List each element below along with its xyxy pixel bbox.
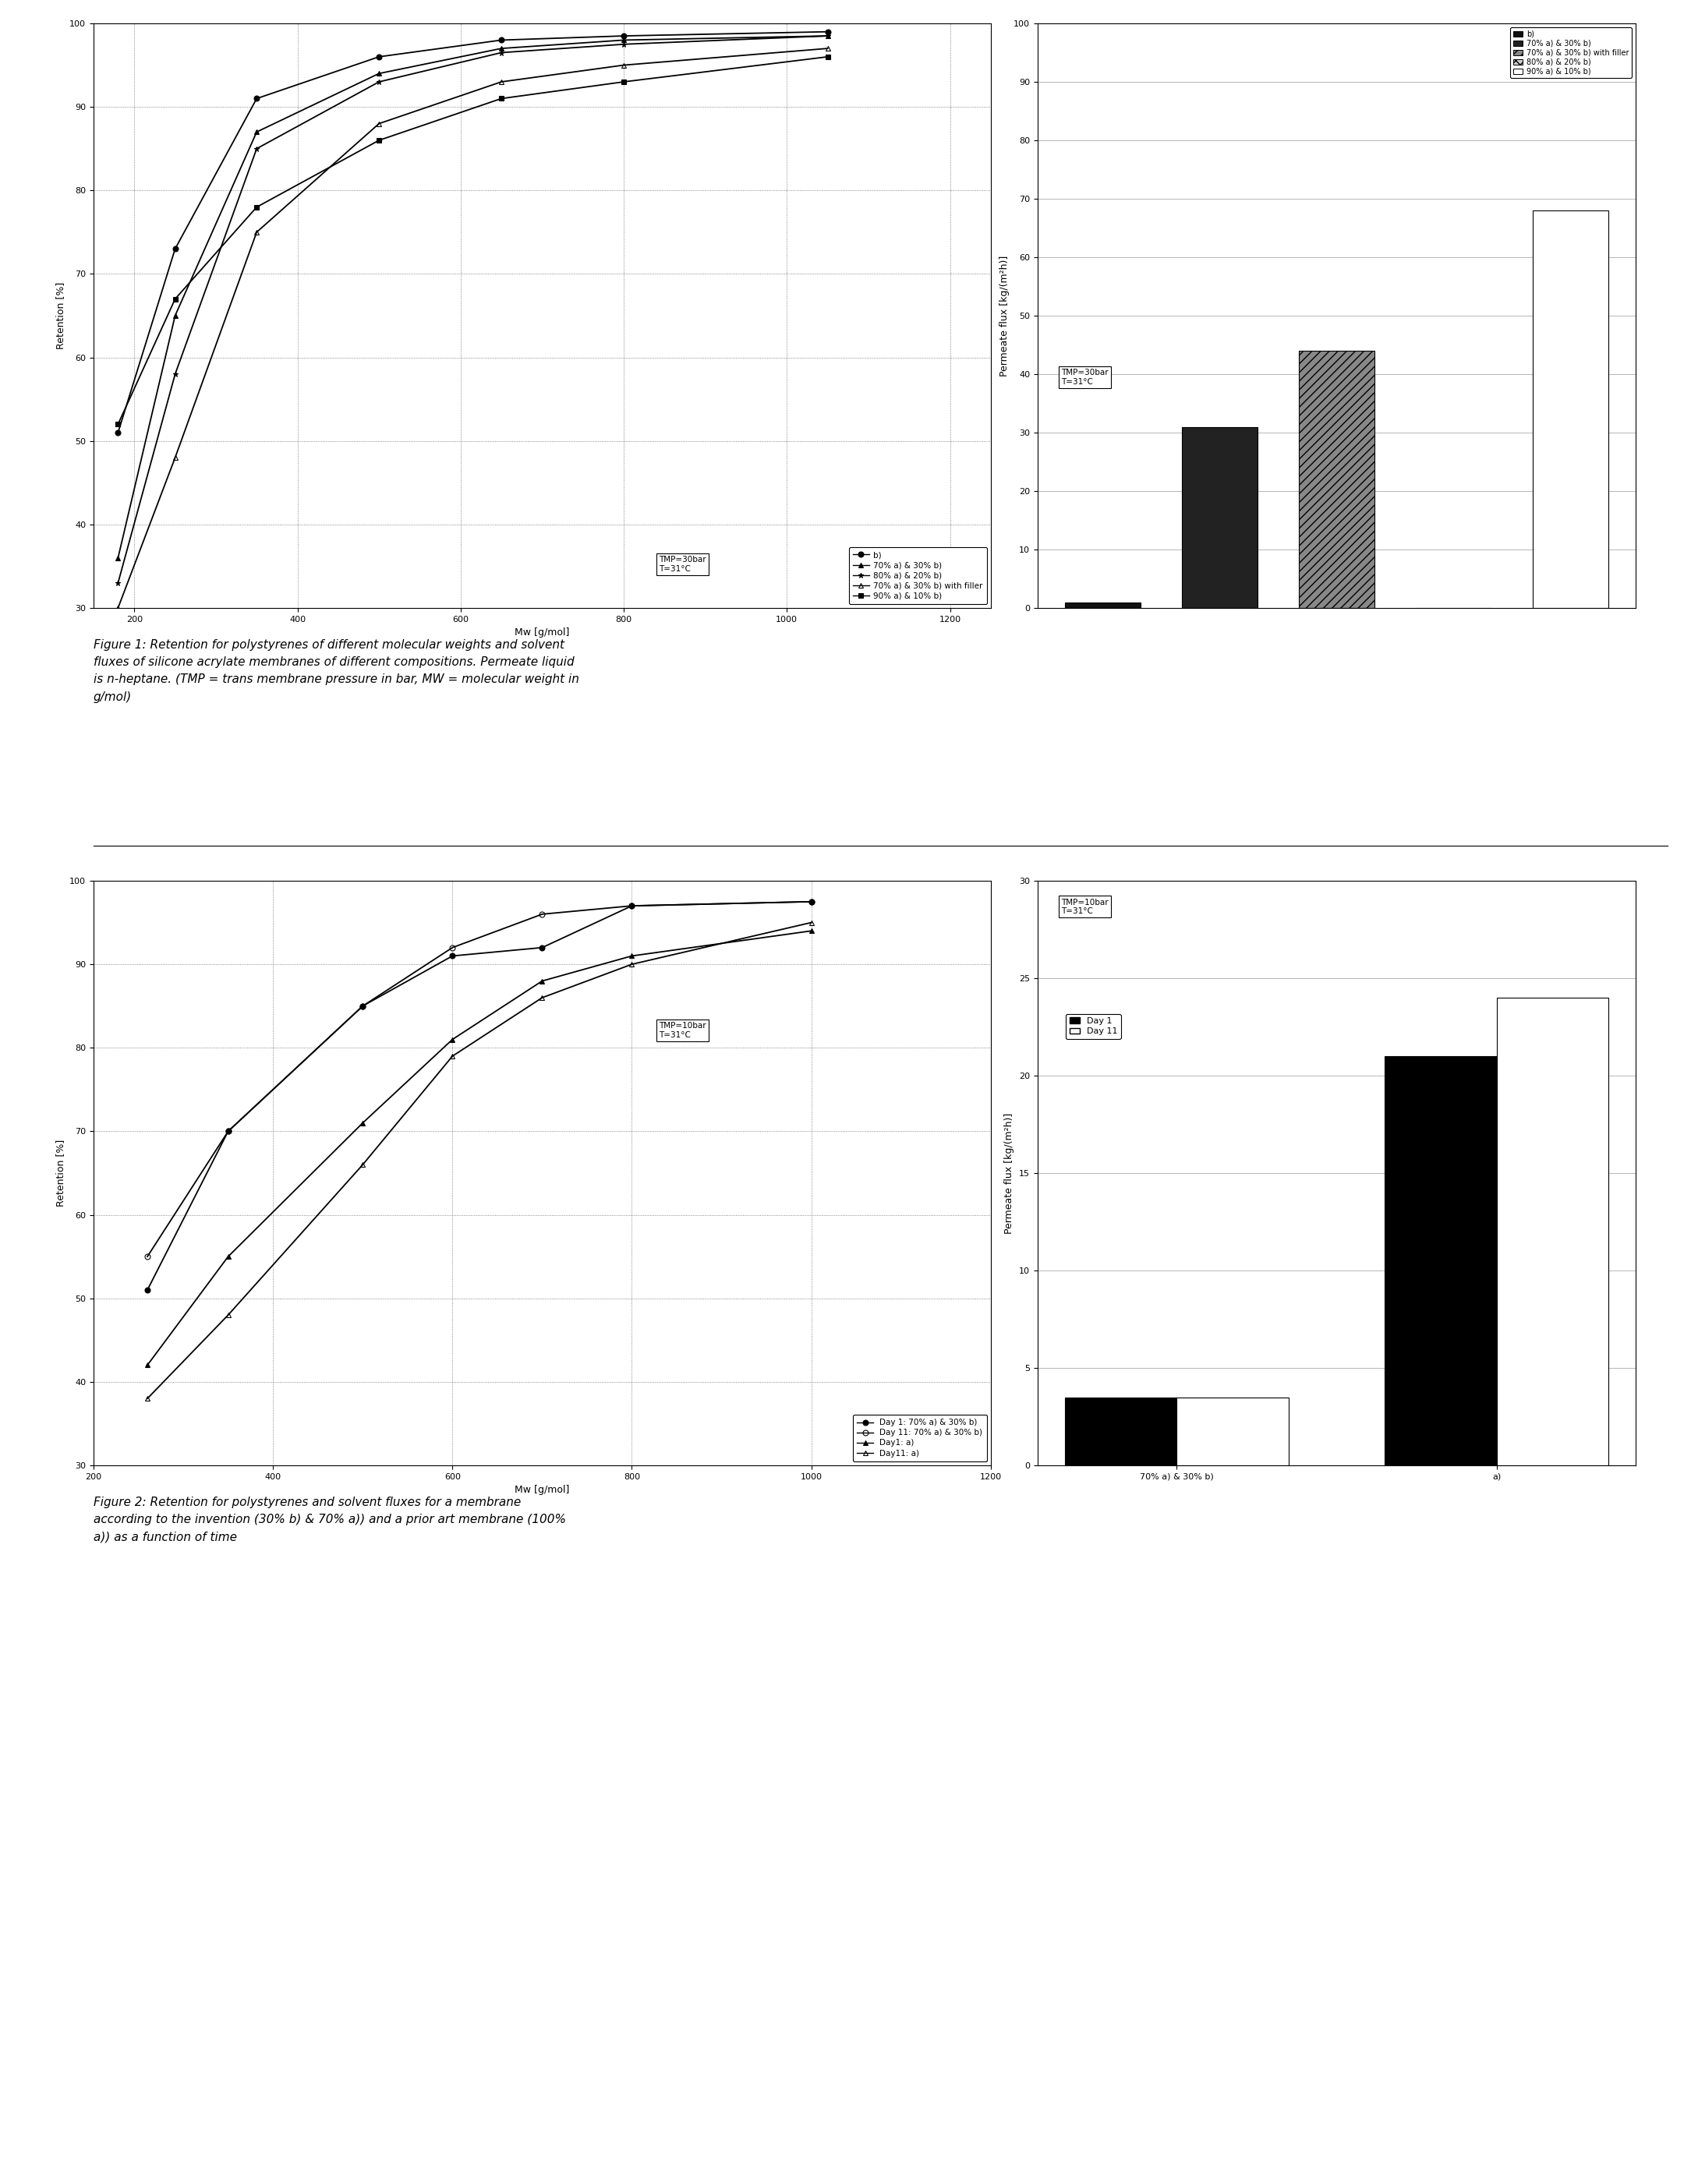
Day11: a): (260, 38): a): (260, 38) [137, 1385, 157, 1411]
b) [490, 26, 511, 52]
Day 1: 70% a) & 30% b): (800, 97): 70% a) & 30% b): (800, 97) [622, 893, 643, 919]
70% a) & 30% b) [817, 22, 837, 48]
Text: TMP=30bar
T=31°C: TMP=30bar T=31°C [1062, 369, 1109, 387]
Day 1: 70% a) & 30% b): (700, 92): 70% a) & 30% b): (700, 92) [533, 935, 553, 961]
Day 11: 70% a) & 30% b): (350, 70): 70% a) & 30% b): (350, 70) [218, 1118, 238, 1144]
b) [108, 419, 129, 446]
90% a) & 10% b) [166, 286, 186, 312]
Bar [1177, 1398, 1289, 1465]
Bar [1497, 998, 1608, 1465]
Bar [1182, 426, 1258, 607]
Day11: a): (800, 90): a): (800, 90) [622, 952, 643, 978]
Day1: a): (350, 55): a): (350, 55) [218, 1243, 238, 1269]
70% a) & 30% b) [369, 61, 389, 87]
Day 1: 70% a) & 30% b): (1e+03, 97.5): 70% a) & 30% b): (1e+03, 97.5) [802, 889, 822, 915]
70% a) & 30% b) with filler [108, 594, 129, 620]
Line: 90% a) & 10% b): 90% a) & 10% b) [115, 55, 830, 426]
Day 11: 70% a) & 30% b): (1e+03, 97.5): 70% a) & 30% b): (1e+03, 97.5) [802, 889, 822, 915]
70% a) & 30% b) [490, 35, 511, 61]
Line: 70% a) & 30% b) with filler: 70% a) & 30% b) with filler [115, 46, 830, 612]
Day1: a): (700, 88): a): (700, 88) [533, 968, 553, 994]
Day1: a): (800, 91): a): (800, 91) [622, 943, 643, 970]
b) [166, 236, 186, 262]
b) [247, 85, 267, 111]
Bar [1385, 1057, 1497, 1465]
Y-axis label: Permeate flux [kg/(m²h)]: Permeate flux [kg/(m²h)] [999, 256, 1010, 376]
70% a) & 30% b) with filler [369, 111, 389, 138]
Day 11: 70% a) & 30% b): (260, 55): 70% a) & 30% b): (260, 55) [137, 1243, 157, 1269]
70% a) & 30% b) [166, 304, 186, 330]
70% a) & 30% b) with filler [247, 218, 267, 245]
80% a) & 20% b) [817, 22, 837, 48]
70% a) & 30% b) with filler [490, 68, 511, 94]
Bar [1065, 1398, 1177, 1465]
Day11: a): (350, 48): a): (350, 48) [218, 1302, 238, 1328]
Day 1: 70% a) & 30% b): (500, 85): 70% a) & 30% b): (500, 85) [352, 994, 372, 1020]
X-axis label: Mw [g/mol]: Mw [g/mol] [514, 1485, 570, 1496]
Line: b): b) [115, 28, 830, 435]
b) [817, 20, 837, 46]
Line: Day 1: 70% a) & 30% b): Day 1: 70% a) & 30% b) [145, 900, 813, 1293]
Line: Day 11: 70% a) & 30% b): Day 11: 70% a) & 30% b) [145, 900, 813, 1260]
Day 1: 70% a) & 30% b): (350, 70): 70% a) & 30% b): (350, 70) [218, 1118, 238, 1144]
Text: TMP=10bar
T=31°C: TMP=10bar T=31°C [1062, 898, 1109, 915]
Day 11: 70% a) & 30% b): (700, 96): 70% a) & 30% b): (700, 96) [533, 902, 553, 928]
90% a) & 10% b) [108, 411, 129, 437]
Day 1: 70% a) & 30% b): (260, 51): 70% a) & 30% b): (260, 51) [137, 1278, 157, 1304]
70% a) & 30% b) with filler [817, 35, 837, 61]
90% a) & 10% b) [817, 44, 837, 70]
Line: Day11: a): Day11: a) [145, 919, 813, 1402]
Day11: a): (500, 66): a): (500, 66) [352, 1151, 372, 1177]
Line: Day1: a): Day1: a) [145, 928, 813, 1367]
Day1: a): (500, 71): a): (500, 71) [352, 1109, 372, 1136]
90% a) & 10% b) [247, 194, 267, 221]
90% a) & 10% b) [369, 127, 389, 153]
Bar [1065, 603, 1141, 607]
Day11: a): (700, 86): a): (700, 86) [533, 985, 553, 1011]
70% a) & 30% b) with filler [614, 52, 634, 79]
Legend: Day 1, Day 11: Day 1, Day 11 [1065, 1013, 1121, 1040]
b) [614, 22, 634, 48]
Day 1: 70% a) & 30% b): (600, 91): 70% a) & 30% b): (600, 91) [443, 943, 463, 970]
b) [369, 44, 389, 70]
70% a) & 30% b) [614, 26, 634, 52]
Bar [1299, 352, 1375, 607]
80% a) & 20% b) [614, 31, 634, 57]
Legend: b), 70% a) & 30% b), 70% a) & 30% b) with filler, 80% a) & 20% b), 90% a) & 10% : b), 70% a) & 30% b), 70% a) & 30% b) wit… [1510, 26, 1632, 79]
Text: TMP=30bar
T=31°C: TMP=30bar T=31°C [659, 557, 707, 572]
Text: TMP=10bar
T=31°C: TMP=10bar T=31°C [659, 1022, 707, 1040]
80% a) & 20% b) [166, 360, 186, 387]
90% a) & 10% b) [614, 68, 634, 94]
70% a) & 30% b) with filler [166, 446, 186, 472]
80% a) & 20% b) [108, 570, 129, 596]
90% a) & 10% b) [490, 85, 511, 111]
Day11: a): (600, 79): a): (600, 79) [443, 1044, 463, 1070]
Day 11: 70% a) & 30% b): (800, 97): 70% a) & 30% b): (800, 97) [622, 893, 643, 919]
Day1: a): (600, 81): a): (600, 81) [443, 1026, 463, 1053]
Line: 80% a) & 20% b): 80% a) & 20% b) [115, 33, 830, 585]
70% a) & 30% b) [108, 544, 129, 570]
Legend: Day 1: 70% a) & 30% b), Day 11: 70% a) & 30% b), Day1: a), Day11: a): Day 1: 70% a) & 30% b), Day 11: 70% a) &… [852, 1415, 988, 1461]
80% a) & 20% b) [247, 135, 267, 162]
Text: Figure 1: Retention for polystyrenes of different molecular weights and solvent
: Figure 1: Retention for polystyrenes of … [93, 640, 578, 703]
Day 11: 70% a) & 30% b): (600, 92): 70% a) & 30% b): (600, 92) [443, 935, 463, 961]
Y-axis label: Permeate flux [kg/(m²h)]: Permeate flux [kg/(m²h)] [1004, 1112, 1015, 1234]
Day 11: 70% a) & 30% b): (500, 85): 70% a) & 30% b): (500, 85) [352, 994, 372, 1020]
Day11: a): (1e+03, 95): a): (1e+03, 95) [802, 909, 822, 935]
X-axis label: Mw [g/mol]: Mw [g/mol] [514, 627, 570, 638]
Bar [1532, 210, 1608, 607]
Day1: a): (1e+03, 94): a): (1e+03, 94) [802, 917, 822, 943]
Y-axis label: Retention [%]: Retention [%] [56, 282, 66, 349]
80% a) & 20% b) [369, 68, 389, 94]
80% a) & 20% b) [490, 39, 511, 66]
Y-axis label: Retention [%]: Retention [%] [56, 1140, 66, 1208]
Legend: b), 70% a) & 30% b), 80% a) & 20% b), 70% a) & 30% b) with filler, 90% a) & 10% : b), 70% a) & 30% b), 80% a) & 20% b), 70… [849, 546, 988, 605]
Text: Figure 2: Retention for polystyrenes and solvent fluxes for a membrane
according: Figure 2: Retention for polystyrenes and… [93, 1496, 566, 1542]
Line: 70% a) & 30% b): 70% a) & 30% b) [115, 33, 830, 561]
70% a) & 30% b) [247, 118, 267, 144]
Day1: a): (260, 42): a): (260, 42) [137, 1352, 157, 1378]
